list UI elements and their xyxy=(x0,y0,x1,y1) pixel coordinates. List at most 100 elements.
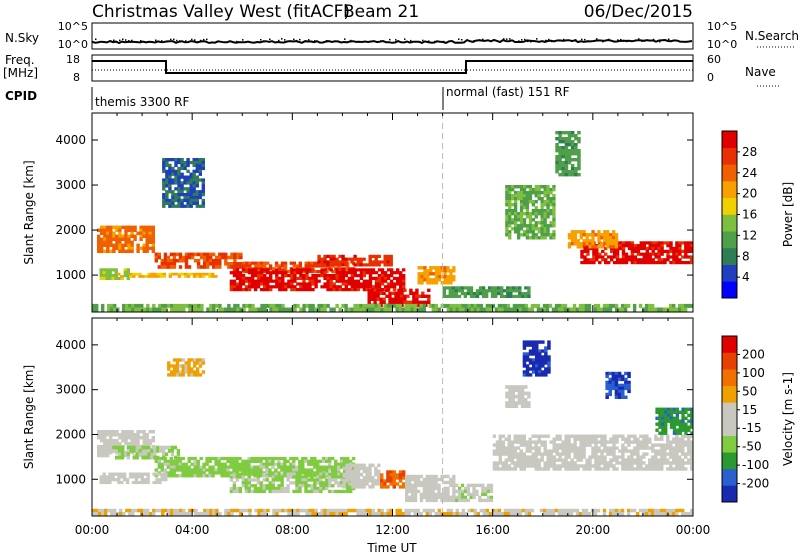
velocity-cell xyxy=(120,445,125,450)
velocity-cell xyxy=(328,484,332,488)
velocity-cell xyxy=(362,479,366,483)
velocity-cell xyxy=(681,437,685,441)
velocity-cell xyxy=(655,428,659,432)
velocity-cell xyxy=(522,443,526,447)
velocity-cell xyxy=(187,459,191,463)
velocity-cell xyxy=(314,508,318,513)
velocity-cell xyxy=(408,489,412,494)
power-cell xyxy=(592,258,596,262)
power-cell xyxy=(434,278,439,282)
power-cell xyxy=(356,260,360,264)
power-cell xyxy=(475,292,480,296)
power-cell xyxy=(232,279,237,283)
velocity-cell xyxy=(130,430,134,434)
power-cell xyxy=(603,236,607,240)
power-cell xyxy=(605,303,610,308)
velocity-cell xyxy=(543,446,547,450)
velocity-cell xyxy=(304,478,308,482)
power-cell xyxy=(123,271,127,275)
power-cell xyxy=(317,279,321,283)
velocity-cell xyxy=(579,455,583,459)
velocity-cell xyxy=(516,458,520,462)
velocity-cell xyxy=(103,450,107,455)
velocity-cell xyxy=(359,466,364,471)
power-cell xyxy=(690,246,694,251)
nsearch-point xyxy=(437,40,439,43)
velocity-cell xyxy=(392,479,396,483)
power-cell xyxy=(134,307,138,312)
nsearch-tick-bottom: 10^0 xyxy=(707,38,737,51)
power-cell xyxy=(572,307,577,312)
power-cell xyxy=(552,221,556,225)
velocity-cell xyxy=(428,486,432,491)
velocity-cell xyxy=(232,484,237,488)
power-cell xyxy=(253,285,258,289)
velocity-cell xyxy=(654,452,658,456)
power-cell xyxy=(540,200,544,204)
velocity-cell xyxy=(322,472,326,476)
velocity-cell xyxy=(281,508,285,513)
power-cell xyxy=(260,307,264,312)
power-cell xyxy=(195,184,199,188)
velocity-cell xyxy=(525,443,529,447)
power-cell xyxy=(524,286,528,290)
velocity-cell xyxy=(359,485,364,489)
power-cell xyxy=(596,307,601,312)
velocity-cell xyxy=(681,410,685,414)
power-cell xyxy=(341,288,345,292)
power-cell xyxy=(552,218,556,222)
power-cell xyxy=(113,303,117,308)
nsky-tick-top: 10^5 xyxy=(58,20,88,33)
power-cell xyxy=(429,272,433,276)
velocity-cell xyxy=(554,508,559,513)
power-cell xyxy=(519,206,524,210)
velocity-cell xyxy=(678,440,682,444)
power-cell xyxy=(618,261,623,265)
power-cell xyxy=(320,274,324,278)
velocity-cell xyxy=(684,512,688,516)
power-cell xyxy=(332,276,336,280)
power-cell xyxy=(517,197,521,201)
power-cell xyxy=(168,184,172,188)
power-cell xyxy=(152,303,156,308)
velocity-cell xyxy=(109,430,113,434)
velocity-cell xyxy=(316,478,320,482)
power-cell xyxy=(624,244,629,248)
power-cell xyxy=(420,272,424,276)
power-cell xyxy=(269,303,273,308)
velocity-cell xyxy=(690,410,694,414)
power-cell xyxy=(454,286,459,290)
velocity-cell xyxy=(531,461,535,465)
velocity-cell xyxy=(542,512,547,516)
power-cell xyxy=(525,236,530,240)
power-colorbar-swatch xyxy=(722,147,737,165)
power-cell xyxy=(678,249,682,253)
velocity-cell xyxy=(446,495,450,500)
velocity-cell xyxy=(356,475,361,480)
velocity-cell xyxy=(137,480,141,485)
velocity-cell xyxy=(298,484,302,488)
power-cell xyxy=(583,246,587,251)
power-cell xyxy=(651,261,655,265)
power-cell xyxy=(528,185,533,189)
velocity-cell xyxy=(514,404,519,408)
power-cell xyxy=(386,303,390,308)
power-cell xyxy=(335,285,339,289)
power-cell xyxy=(528,236,533,240)
velocity-cell xyxy=(289,472,293,476)
velocity-cell xyxy=(579,440,583,444)
velocity-cell xyxy=(443,486,447,491)
velocity-cell xyxy=(247,475,251,479)
power-cell xyxy=(537,230,541,234)
velocity-cell xyxy=(374,479,378,483)
power-cell xyxy=(172,252,177,257)
velocity-cell xyxy=(265,484,269,488)
power-cell xyxy=(129,272,133,276)
power-cell xyxy=(451,294,456,298)
velocity-cell xyxy=(99,480,103,485)
power-cell xyxy=(657,241,661,245)
velocity-cell xyxy=(362,469,366,474)
power-cell xyxy=(238,279,243,283)
velocity-cell xyxy=(405,477,409,482)
power-cell xyxy=(672,258,676,262)
